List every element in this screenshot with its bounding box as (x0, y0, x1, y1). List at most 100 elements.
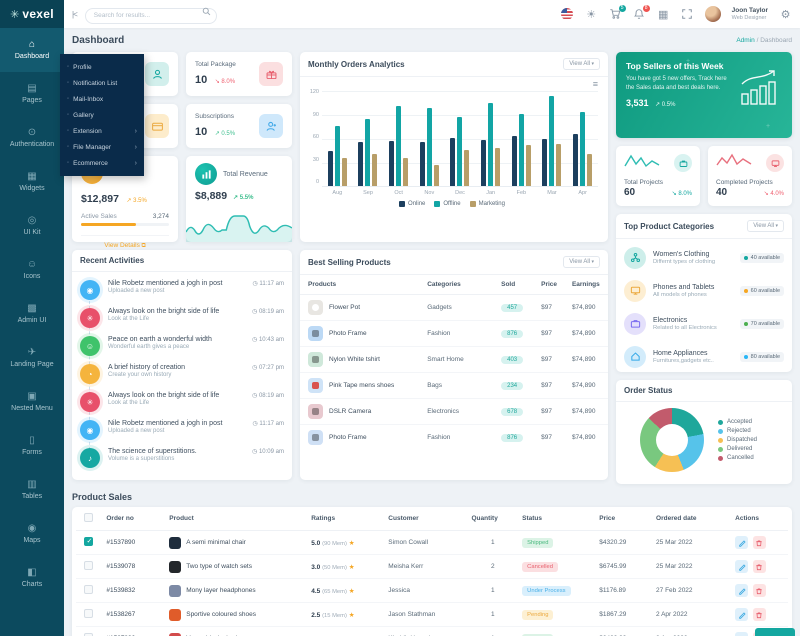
user-meta[interactable]: Joon Taylor Web Designer (732, 7, 768, 20)
delete-button[interactable] (752, 536, 766, 549)
sidebar-item-dashboard[interactable]: ⌂ Dashboard (0, 28, 64, 72)
sidebar-item-authentication[interactable]: ⊙ Authentication (0, 116, 64, 160)
sidebar-item-charts[interactable]: ◧ Charts (0, 556, 64, 600)
product-category: Electronics (423, 398, 498, 425)
flyout-item-ecommerce[interactable]: Ecommerce (60, 155, 144, 171)
smiley-icon: ☺ (26, 258, 38, 270)
brand-logo-icon: ✳ (10, 8, 20, 21)
theme-sun-icon[interactable]: ☀ (586, 8, 597, 21)
pages-icon: ▤ (27, 82, 37, 94)
legend-item: Online (399, 201, 425, 207)
view-all-button[interactable]: View All (563, 256, 600, 268)
sidebar-item-maps[interactable]: ◉ Maps (0, 512, 64, 556)
sidebar-item-landing-page[interactable]: ✈ Landing Page (0, 336, 64, 380)
x-tick-label: Sep (363, 190, 373, 196)
product-thumbnail (308, 430, 323, 445)
flyout-item-extension[interactable]: Extension (60, 123, 144, 139)
map-pin-icon: ◉ (27, 522, 37, 534)
sold-badge: 403 (501, 355, 524, 364)
sidebar-item-nested-menu[interactable]: ▣ Nested Menu (0, 380, 64, 424)
edit-button[interactable] (735, 536, 749, 549)
activity-item: ♪ The science of superstitions. Volume i… (80, 444, 284, 472)
sidebar-item-widgets[interactable]: ▦ Widgets (0, 160, 64, 204)
row-checkbox[interactable] (84, 537, 93, 546)
product-name: A semi minimal chair (186, 539, 246, 546)
fullscreen-icon[interactable] (681, 8, 694, 21)
edit-button[interactable] (735, 632, 749, 636)
order-number: #1537890 (102, 530, 166, 555)
search-input[interactable] (84, 7, 217, 24)
delete-button[interactable] (752, 608, 766, 621)
best-selling-title: Best Selling Products (308, 257, 391, 267)
bottom-right-action-button[interactable] (755, 628, 795, 636)
view-all-button[interactable]: View All (563, 58, 600, 70)
brand-name: vexel (22, 7, 54, 21)
bar-group (353, 91, 384, 186)
edit-button[interactable] (735, 608, 749, 621)
center-column: Monthly Orders Analytics View All ≡ 120 9… (300, 52, 608, 480)
product-category: Smart Home (423, 346, 498, 373)
monthly-orders-card: Monthly Orders Analytics View All ≡ 120 9… (300, 52, 608, 242)
rating-detail: (90 Mem) (322, 540, 347, 547)
category-name: Home Appliances (653, 349, 708, 357)
sidebar-item-admin-ui[interactable]: ▩ Admin UI (0, 292, 64, 336)
bar-marketing (464, 150, 470, 186)
ordered-date: 25 Mar 2022 (652, 554, 732, 579)
breadcrumb-parent[interactable]: Admin (736, 37, 755, 44)
view-all-button[interactable]: View All (747, 220, 784, 232)
flyout-item-file-manager[interactable]: File Manager (60, 139, 144, 155)
rating-detail: (15 Mem) (322, 612, 347, 619)
notifications-badge: 8 (642, 4, 650, 12)
top-sellers-card: + + Top Sellers of this Week You have go… (616, 52, 792, 138)
notifications-bell-icon[interactable]: 8 (633, 4, 650, 21)
sidebar-item-pages[interactable]: ▤ Pages (0, 72, 64, 116)
brand[interactable]: ✳ vexel (0, 0, 64, 28)
tables-icon: ▥ (27, 478, 37, 490)
sidebar-item-forms[interactable]: ▯ Forms (0, 424, 64, 468)
view-details-link[interactable]: View Details (81, 235, 169, 250)
user-avatar[interactable] (704, 6, 721, 22)
apps-grid-icon[interactable]: ▦ (657, 8, 669, 21)
delete-button[interactable] (752, 560, 766, 573)
edit-button[interactable] (735, 560, 749, 573)
edit-button[interactable] (735, 584, 749, 597)
bar-online (573, 133, 579, 186)
cart-icon[interactable]: 5 (609, 4, 626, 21)
select-all-checkbox[interactable] (84, 513, 93, 522)
product-thumbnail (308, 404, 323, 419)
bar-offline (580, 111, 586, 186)
row-checkbox[interactable] (84, 585, 93, 594)
active-sales-label: Active Sales (81, 213, 117, 220)
row-checkbox[interactable] (84, 609, 93, 618)
bar-online (419, 141, 425, 186)
order-number: #1539832 (102, 578, 166, 603)
x-tick-label: Dec (455, 190, 465, 196)
availability-badge: 60 available (739, 285, 784, 296)
sidebar-collapse-icon[interactable]: |< (72, 9, 78, 19)
projects-label: Total Projects (624, 179, 664, 186)
home-icon (624, 345, 646, 368)
revenue-title: Total Revenue (223, 170, 268, 178)
flyout-item-gallery[interactable]: Gallery (60, 107, 144, 123)
stat-delta: ↘ 8.0% (214, 78, 236, 85)
flyout-item-profile[interactable]: Profile (60, 59, 144, 75)
sidebar-item-ui-kit[interactable]: ◎ UI Kit (0, 204, 64, 248)
delete-button[interactable] (752, 584, 766, 597)
flyout-item-notification-list[interactable]: Notification List (60, 75, 144, 91)
sidebar-item-icons[interactable]: ☺ Icons (0, 248, 64, 292)
activity-item: ☺ Peace on earth a wonderful width Wonde… (80, 332, 284, 360)
language-flag-icon[interactable] (561, 8, 574, 21)
chart-menu-icon[interactable]: ≡ (592, 79, 598, 89)
sold-badge: 234 (501, 381, 524, 390)
row-checkbox[interactable] (84, 561, 93, 570)
stat-delta: ↗ 0.5% (214, 130, 236, 137)
sidebar-item-label: Landing Page (10, 360, 54, 368)
bar-online (450, 137, 456, 186)
flyout-item-mail-inbox[interactable]: Mail-Inbox (60, 91, 144, 107)
sidebar-item-tables[interactable]: ▥ Tables (0, 468, 64, 512)
flower-icon: ✳ (80, 308, 100, 328)
quantity: 1 (467, 530, 519, 555)
settings-gear-icon[interactable]: ⚙ (780, 8, 791, 21)
row-checkbox[interactable] (84, 633, 93, 636)
table-row: Photo Frame Fashion 876 $97 $74,890 (300, 425, 608, 451)
